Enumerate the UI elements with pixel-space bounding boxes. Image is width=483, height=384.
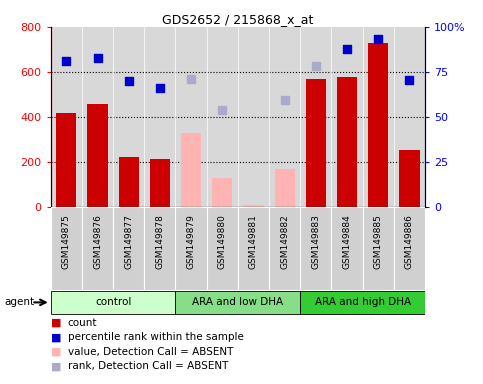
Point bbox=[156, 85, 164, 91]
Text: GSM149881: GSM149881 bbox=[249, 214, 258, 269]
Bar bbox=[399, 150, 420, 207]
Bar bbox=[113, 207, 144, 290]
Text: GSM149882: GSM149882 bbox=[280, 214, 289, 269]
Text: GSM149877: GSM149877 bbox=[124, 214, 133, 269]
Bar bbox=[238, 207, 269, 290]
Bar bbox=[51, 207, 82, 290]
Bar bbox=[175, 207, 207, 290]
Point bbox=[218, 107, 226, 113]
Text: percentile rank within the sample: percentile rank within the sample bbox=[68, 332, 243, 342]
Point bbox=[94, 55, 101, 61]
Point bbox=[125, 78, 132, 84]
Bar bbox=[300, 207, 331, 290]
Text: ■: ■ bbox=[51, 361, 61, 371]
Bar bbox=[118, 157, 139, 207]
Text: GSM149875: GSM149875 bbox=[62, 214, 71, 269]
Bar bbox=[51, 291, 175, 314]
Text: ■: ■ bbox=[51, 332, 61, 342]
Bar bbox=[331, 207, 363, 290]
Text: ■: ■ bbox=[51, 318, 61, 328]
Text: GSM149885: GSM149885 bbox=[374, 214, 383, 269]
Bar bbox=[243, 205, 264, 207]
Bar bbox=[306, 79, 326, 207]
Bar bbox=[181, 133, 201, 207]
Bar bbox=[394, 207, 425, 290]
Text: value, Detection Call = ABSENT: value, Detection Call = ABSENT bbox=[68, 347, 233, 357]
Bar bbox=[150, 159, 170, 207]
Bar bbox=[56, 113, 76, 207]
Bar bbox=[144, 207, 175, 290]
Text: GSM149886: GSM149886 bbox=[405, 214, 414, 269]
Point bbox=[374, 36, 382, 42]
Text: GSM149884: GSM149884 bbox=[342, 214, 352, 269]
Text: ARA and low DHA: ARA and low DHA bbox=[192, 297, 284, 308]
Bar bbox=[368, 43, 388, 207]
Point bbox=[187, 76, 195, 82]
Text: GSM149876: GSM149876 bbox=[93, 214, 102, 269]
Bar bbox=[274, 169, 295, 207]
Bar bbox=[269, 207, 300, 290]
Bar bbox=[175, 291, 300, 314]
Point bbox=[406, 77, 413, 83]
Bar bbox=[207, 207, 238, 290]
Point bbox=[281, 97, 288, 103]
Text: count: count bbox=[68, 318, 97, 328]
Point bbox=[62, 58, 70, 64]
Bar bbox=[300, 291, 425, 314]
Text: GSM149883: GSM149883 bbox=[312, 214, 320, 269]
Bar bbox=[337, 76, 357, 207]
Bar bbox=[87, 104, 108, 207]
Bar bbox=[82, 207, 113, 290]
Title: GDS2652 / 215868_x_at: GDS2652 / 215868_x_at bbox=[162, 13, 313, 26]
Text: rank, Detection Call = ABSENT: rank, Detection Call = ABSENT bbox=[68, 361, 228, 371]
Text: ■: ■ bbox=[51, 347, 61, 357]
Text: GSM149878: GSM149878 bbox=[156, 214, 164, 269]
Bar bbox=[212, 178, 232, 207]
Text: control: control bbox=[95, 297, 131, 308]
Point bbox=[343, 46, 351, 53]
Point bbox=[312, 63, 320, 70]
Bar bbox=[363, 207, 394, 290]
Text: agent: agent bbox=[5, 297, 35, 308]
Text: GSM149880: GSM149880 bbox=[218, 214, 227, 269]
Text: GSM149879: GSM149879 bbox=[186, 214, 196, 269]
Text: ARA and high DHA: ARA and high DHA bbox=[314, 297, 411, 308]
